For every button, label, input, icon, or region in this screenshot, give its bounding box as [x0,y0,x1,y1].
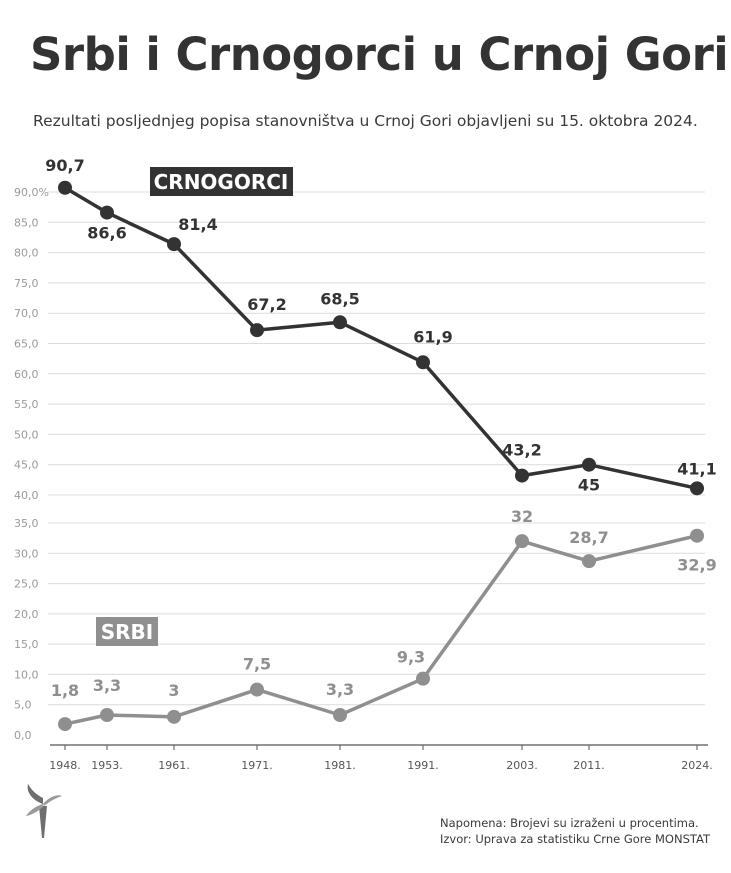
srbi-data-label: 3,3 [326,680,354,699]
crnogorci-line [64,186,698,491]
y-tick-label: 30,0 [14,547,39,560]
y-tick-label: 20,0 [14,608,39,621]
y-tick-label: 75,0 [14,277,39,290]
srbi-point [333,708,347,723]
srbi-data-label: 32,9 [677,556,716,575]
srbi-data-label: 3 [168,681,179,700]
source-line: Izvor: Uprava za statistiku Crne Gore MO… [440,832,710,846]
crnogorci-badge-label: CRNOGORCI [154,170,289,194]
crnogorci-data-label: 81,4 [178,215,217,234]
chart-subtitle: Rezultati posljednjeg popisa stanovništv… [33,112,698,130]
y-tick-label: 90,0% [14,186,49,199]
y-tick-label: 85,0 [14,216,39,229]
x-tick-label: 1981. [324,759,356,772]
srbi-point [250,682,264,697]
crnogorci-point [100,205,114,220]
crnogorci-data-label: 90,7 [45,156,84,175]
srbi-point [416,671,430,686]
y-tick-label: 50,0 [14,428,39,441]
y-tick-label: 40,0 [14,489,39,502]
y-tick-label: 70,0 [14,307,39,320]
srbi-badge-label: SRBI [101,620,154,644]
srbi-point [167,709,181,724]
y-tick-label: 65,0 [14,338,39,351]
srbi-line [64,534,698,726]
crnogorci-data-label: 61,9 [413,327,452,346]
x-tick-label: 1948. [49,759,81,772]
x-tick-label: 1953. [91,759,123,772]
note-line: Napomena: Brojevi su izraženi u procenti… [440,816,699,830]
x-tick-label: 2024. [681,759,713,772]
y-tick-label: 25,0 [14,578,39,591]
crnogorci-data-label: 67,2 [247,295,286,314]
x-tick-label: 1971. [241,759,273,772]
series-lines [58,180,704,732]
crnogorci-point [582,457,596,472]
y-tick-label: 80,0 [14,247,39,260]
srbi-data-label: 7,5 [243,655,271,674]
srbi-data-label: 28,7 [569,528,608,547]
chart-title: Srbi i Crnogorci u Crnoj Gori [30,28,729,81]
srbi-point [582,554,596,569]
y-tick-label: 60,0 [14,368,39,381]
srbi-badge [96,617,158,646]
x-tick-label: 2011. [573,759,605,772]
srbi-point [58,717,72,732]
crnogorci-point [333,315,347,330]
crnogorci-point [515,468,529,483]
y-tick-label: 15,0 [14,638,39,651]
crnogorci-point [416,355,430,370]
srbi-point [100,708,114,723]
rfe-torch-icon [26,784,62,838]
crnogorci-point [167,237,181,252]
crnogorci-point [250,323,264,338]
crnogorci-badge [150,167,293,196]
srbi-data-label: 9,3 [397,648,425,667]
crnogorci-point [58,180,72,195]
crnogorci-point [690,481,704,496]
legend-badges: CRNOGORCI SRBI [96,167,293,646]
y-tick-label: 55,0 [14,398,39,411]
y-tick-label: 0,0 [14,729,32,742]
crnogorci-data-label: 86,6 [87,224,126,243]
y-tick-label: 45,0 [14,459,39,472]
y-tick-label: 5,0 [14,699,32,712]
x-tick-label: 2003. [506,759,538,772]
y-tick-label: 10,0 [14,668,39,681]
crnogorci-data-label: 45 [578,476,600,495]
srbi-data-label: 3,3 [93,676,121,695]
footnote: Napomena: Brojevi su izraženi u procenti… [440,815,710,847]
srbi-point [515,534,529,549]
data-labels: 90,7 86,6 81,4 67,2 68,5 61,9 43,2 45 41,1 1,8 3,3… [45,156,716,700]
srbi-data-label: 1,8 [51,681,79,700]
x-tick-label: 1991. [407,759,439,772]
y-tick-label: 35,0 [14,517,39,530]
grid-lines [48,191,705,706]
srbi-point [690,528,704,543]
crnogorci-data-label: 43,2 [502,441,541,460]
x-tick-label: 1961. [158,759,190,772]
x-axis: 1948. 1953. 1961. 1971. 1981. 1991. 2003. 2011.… [49,744,713,772]
srbi-data-label: 32 [511,507,533,526]
y-axis-ticks: 90,0% 85,0 80,0 75,0 70,0 65,0 60,0 55,0 50,0 45,… [14,186,49,742]
crnogorci-data-label: 41,1 [677,459,716,478]
crnogorci-data-label: 68,5 [320,289,359,308]
